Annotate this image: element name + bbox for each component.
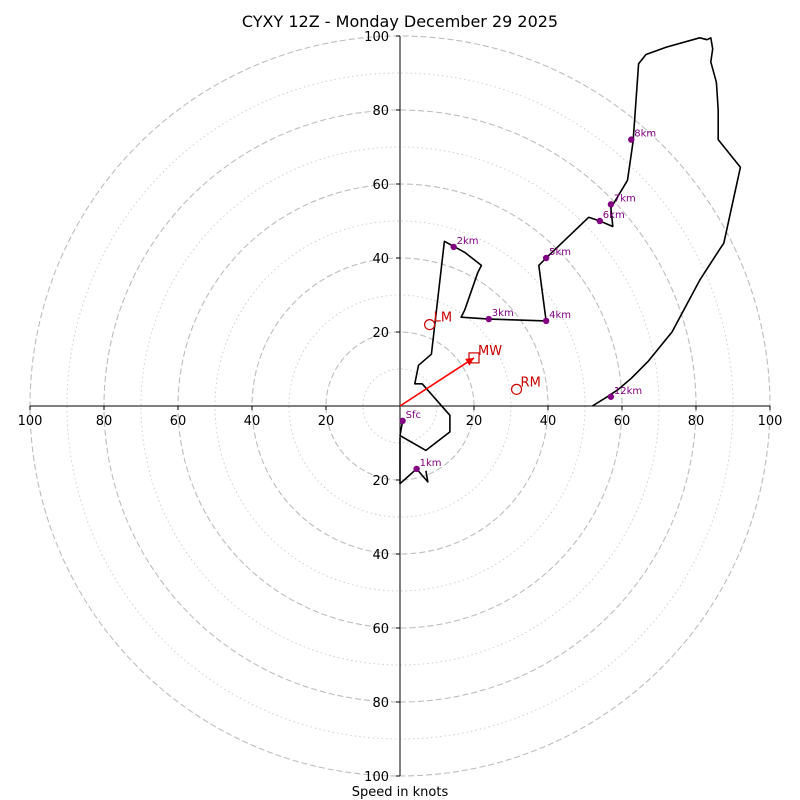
height-marker-6km xyxy=(596,217,603,225)
x-tick-label: 100 xyxy=(758,414,783,429)
chart-title: CYXY 12Z - Monday December 29 2025 xyxy=(242,12,558,31)
height-marker-5km xyxy=(542,254,550,262)
height-marker-Sfc xyxy=(399,417,406,424)
hodograph-line xyxy=(399,36,742,452)
x-tick-label: 40 xyxy=(540,414,557,429)
y-tick-label: 100 xyxy=(364,30,389,45)
y-tick-label: 60 xyxy=(372,178,389,193)
storm-motion-lm-label: LM xyxy=(434,311,452,326)
y-tick-label: 40 xyxy=(372,252,389,267)
x-tick-label: 100 xyxy=(18,414,43,429)
height-label-7km: 7km xyxy=(614,193,636,204)
y-tick-label: 40 xyxy=(372,548,389,563)
mean-wind-vector xyxy=(399,357,475,407)
height-marker-12km xyxy=(607,393,615,400)
height-label-12km: 12km xyxy=(614,386,642,397)
x-tick-label: 60 xyxy=(170,414,187,429)
storm-motion-rm-label: RM xyxy=(521,375,541,390)
height-marker-2km xyxy=(450,243,457,251)
height-marker-8km xyxy=(628,136,635,143)
y-tick-label: 20 xyxy=(372,474,389,489)
height-marker-1km xyxy=(413,465,420,473)
x-axis-label: Speed in knots xyxy=(352,785,449,800)
x-tick-label: 40 xyxy=(244,414,261,429)
x-tick-label: 20 xyxy=(318,414,335,429)
height-marker-3km xyxy=(485,315,492,323)
height-label-2km: 2km xyxy=(457,236,479,247)
height-label-4km: 4km xyxy=(549,310,571,321)
storm-motion-rm-marker xyxy=(510,383,523,395)
height-markers: Sfc 1km 2km 3km 4km 5km 6km 7km 8km 12km xyxy=(399,129,656,473)
storm-motion-mw-marker xyxy=(468,352,480,364)
y-tick-label: 80 xyxy=(372,104,389,119)
storm-motion-lm-marker xyxy=(424,319,436,331)
height-label-Sfc: Sfc xyxy=(406,410,421,421)
y-tick-label: 80 xyxy=(372,696,389,711)
height-label-1km: 1km xyxy=(420,458,442,469)
height-label-6km: 6km xyxy=(603,210,625,221)
x-tick-label: 60 xyxy=(614,414,631,429)
x-tick-label: 80 xyxy=(688,414,705,429)
tick-labels: 100 80 60 40 20 20 40 60 80 100 100 80 60 40 20 20 40 60 8… xyxy=(18,30,783,785)
height-label-8km: 8km xyxy=(634,129,656,140)
y-tick-label: 20 xyxy=(372,326,389,341)
x-tick-label: 80 xyxy=(96,414,113,429)
height-marker-7km xyxy=(607,201,615,208)
storm-motion-mw-label: MW xyxy=(478,344,502,359)
height-label-3km: 3km xyxy=(492,308,514,319)
x-tick-label: 20 xyxy=(466,414,483,429)
height-label-5km: 5km xyxy=(549,247,571,258)
storm-motion: LM MW RM xyxy=(399,311,541,407)
height-marker-4km xyxy=(542,317,550,325)
y-tick-label: 100 xyxy=(364,770,389,785)
y-tick-label: 60 xyxy=(372,622,389,637)
